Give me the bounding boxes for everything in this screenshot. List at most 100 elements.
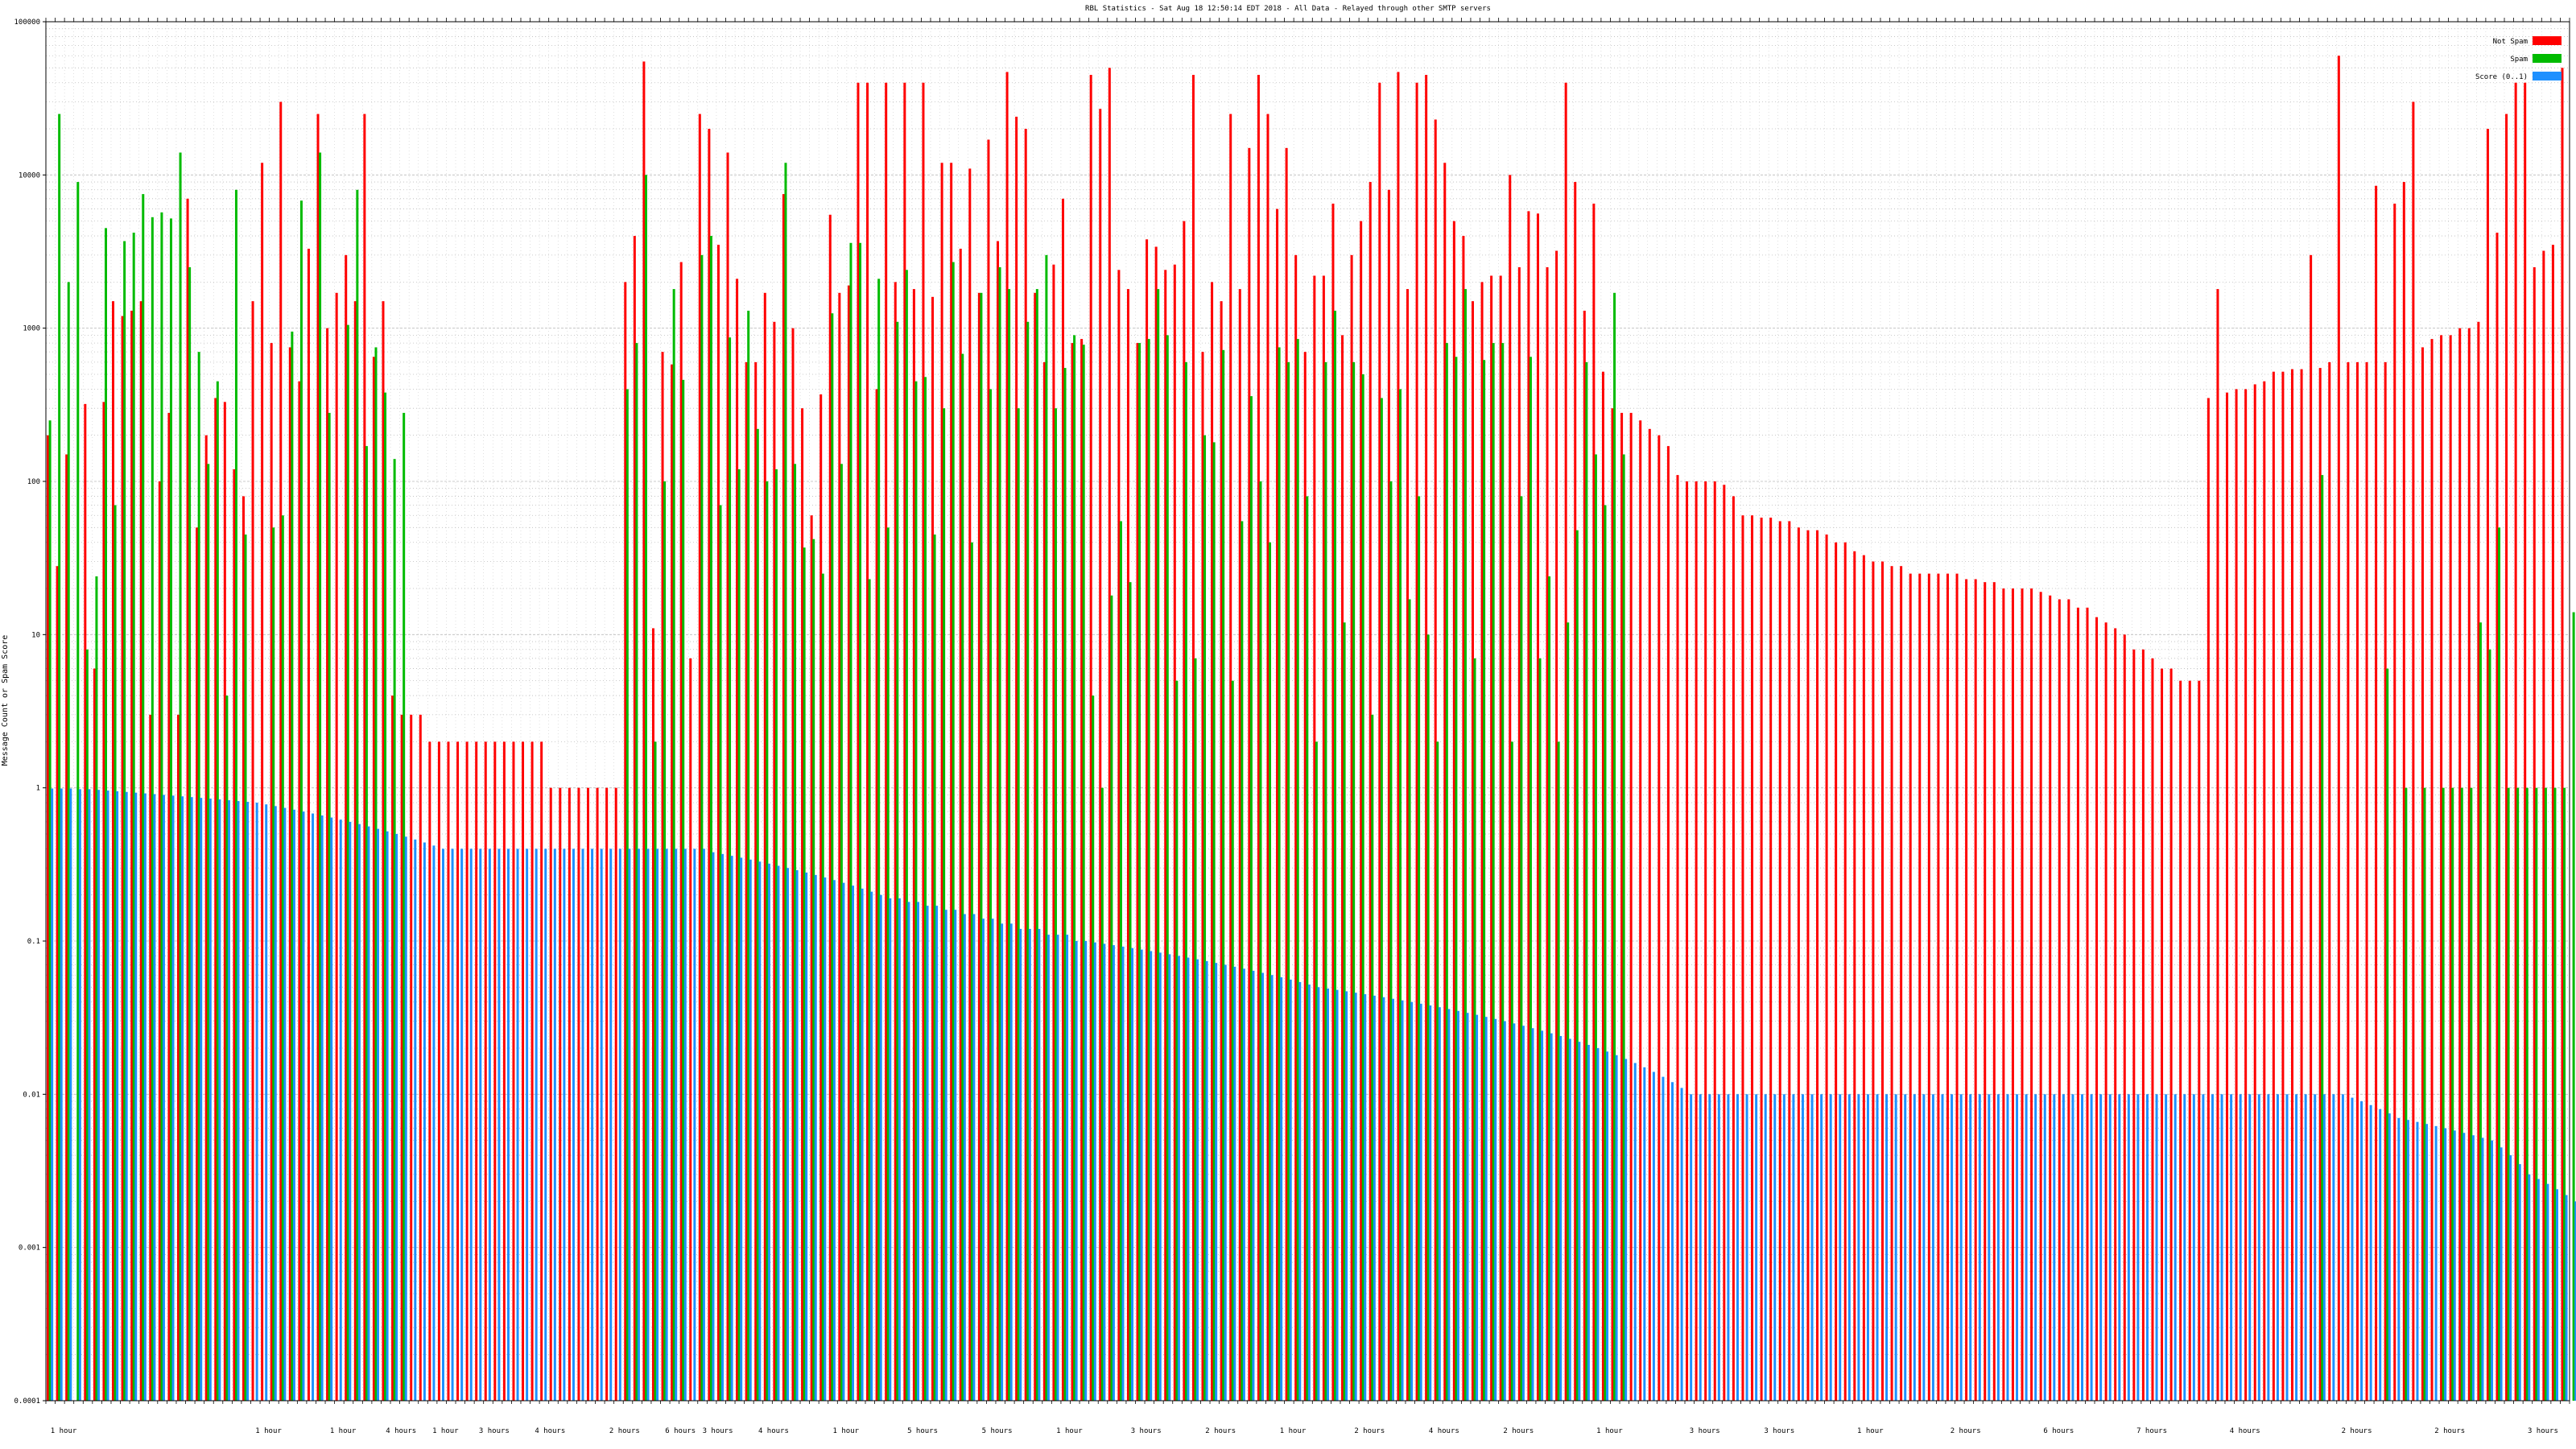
bar-spam (1129, 582, 1132, 1401)
bar-not-spam (121, 316, 124, 1402)
bar-spam (1380, 398, 1383, 1402)
bar-spam (663, 481, 667, 1401)
bar-score (1112, 945, 1115, 1401)
bar-score (591, 848, 594, 1401)
bar-score (1559, 1035, 1563, 1401)
bar-spam (1259, 481, 1262, 1401)
bar-not-spam (1005, 72, 1009, 1401)
bar-spam (1175, 680, 1179, 1401)
bar-spam (356, 189, 359, 1401)
bar-spam (933, 535, 936, 1401)
bar-score (1745, 1094, 1748, 1401)
bar-spam (234, 189, 237, 1401)
bar-score (1708, 1094, 1711, 1401)
bar-score (1885, 1094, 1889, 1401)
bar-not-spam (838, 292, 841, 1401)
bar-score (171, 795, 175, 1401)
bar-spam (1222, 349, 1225, 1401)
x-tick-label: 2 hours (1205, 1427, 1236, 1435)
bar-spam (1604, 505, 1607, 1401)
x-tick-label: 4 hours (386, 1427, 416, 1435)
bar-not-spam (400, 714, 403, 1401)
bar-score (1699, 1094, 1702, 1401)
bar-score (683, 848, 687, 1401)
bar-not-spam (2412, 101, 2415, 1401)
bar-score (442, 848, 444, 1401)
bar-not-spam (2300, 369, 2303, 1402)
bar-score (1317, 987, 1320, 1401)
bar-spam (821, 573, 824, 1401)
bar-spam (1184, 361, 1187, 1401)
bar-spam (877, 279, 881, 1402)
bar-spam (2386, 668, 2389, 1401)
bar-not-spam (2058, 599, 2061, 1401)
bar-score (200, 798, 203, 1401)
bar-not-spam (2467, 328, 2471, 1401)
bar-not-spam (84, 403, 87, 1402)
bar-not-spam (2188, 680, 2191, 1401)
bar-spam (1473, 658, 1476, 1401)
bar-score (377, 828, 380, 1401)
bar-score (786, 868, 790, 1401)
bar-not-spam (1927, 573, 1930, 1401)
bar-spam (207, 464, 210, 1401)
bar-not-spam (1146, 239, 1149, 1401)
bar-score (60, 788, 63, 1401)
bar-score (1364, 994, 1367, 1401)
bar-score (2230, 1094, 2233, 1401)
bar-not-spam (2355, 361, 2359, 1401)
bar-spam (216, 381, 219, 1401)
bar-score (1233, 966, 1236, 1401)
bar-score (1224, 964, 1227, 1401)
bar-score (1476, 1014, 1479, 1401)
bar-not-spam (2328, 361, 2331, 1401)
bar-not-spam (661, 352, 664, 1401)
bar-not-spam (279, 101, 283, 1401)
bar-spam (737, 469, 741, 1402)
bar-score (414, 839, 417, 1401)
bar-score (1289, 979, 1292, 1401)
bar-spam (1017, 408, 1020, 1402)
bar-score (1242, 968, 1245, 1401)
bar-spam (1352, 361, 1356, 1401)
bar-not-spam (1984, 582, 1987, 1401)
bar-not-spam (1452, 221, 1455, 1401)
bar-spam (1436, 741, 1439, 1401)
bar-score (1606, 1051, 1609, 1401)
x-tick-label: 1 hour (833, 1427, 860, 1435)
bar-score (2053, 1094, 2056, 1401)
bar-score (795, 869, 799, 1401)
bar-score (637, 848, 640, 1401)
bar-spam (1520, 496, 1523, 1402)
bar-spam (2488, 649, 2491, 1401)
bar-spam (1063, 368, 1067, 1402)
bar-spam (2553, 787, 2557, 1401)
bar-score (2397, 1117, 2401, 1401)
bar-score (2276, 1094, 2279, 1401)
bar-not-spam (1713, 481, 1716, 1401)
bar-not-spam (1574, 182, 1577, 1401)
bar-not-spam (1788, 521, 1791, 1402)
bar-not-spam (2179, 680, 2182, 1401)
bar-spam (961, 353, 964, 1401)
bar-spam (1119, 521, 1122, 1402)
bar-not-spam (1666, 446, 1670, 1401)
bar-not-spam (1285, 147, 1288, 1401)
bar-score (852, 886, 855, 1401)
bar-not-spam (530, 741, 534, 1401)
bar-not-spam (2039, 592, 2042, 1401)
chart-axes (43, 18, 2570, 1404)
bar-score (1131, 947, 1134, 1401)
bar-spam (346, 324, 349, 1401)
y-tick-label: 10 (31, 631, 40, 639)
bar-not-spam (2021, 588, 2024, 1401)
bar-not-spam (1434, 119, 1437, 1402)
bar-spam (1269, 542, 1272, 1401)
bar-spam (812, 539, 815, 1402)
bar-score (255, 803, 258, 1401)
bar-not-spam (1154, 246, 1158, 1401)
bar-not-spam (605, 787, 609, 1401)
bar-score (423, 842, 426, 1401)
bar-not-spam (2151, 658, 2154, 1401)
bar-not-spam (1015, 116, 1018, 1402)
